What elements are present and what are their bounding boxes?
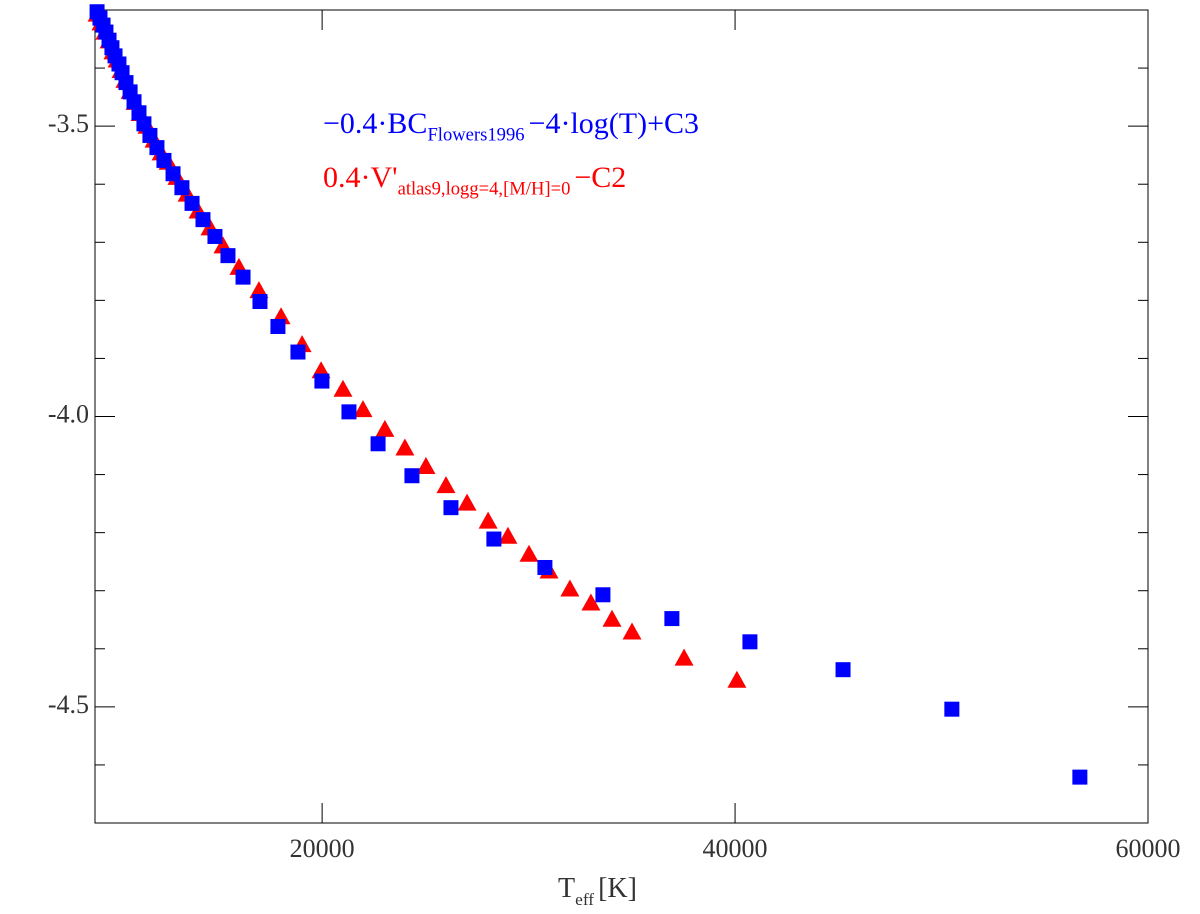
label: Teff [K] [558, 873, 637, 908]
y-tick-label: -4.0 [48, 399, 89, 428]
point [249, 281, 269, 299]
point [235, 269, 251, 285]
point [370, 436, 386, 452]
point [457, 493, 477, 511]
label-sub: atlas9,logg=4,[M/H]=0 [398, 179, 571, 200]
point [290, 344, 306, 360]
point [595, 587, 611, 603]
point [270, 318, 286, 334]
point [220, 248, 236, 264]
point [498, 526, 518, 544]
point [727, 670, 747, 688]
point [314, 373, 330, 389]
point [149, 140, 165, 156]
y-tick-label: -3.5 [48, 109, 89, 138]
point [602, 609, 622, 627]
label-main: 0.4·V' [323, 161, 398, 194]
point [156, 152, 172, 168]
point [341, 404, 357, 420]
point [742, 634, 758, 650]
label-main: −0.4·BC [323, 107, 427, 140]
point [622, 622, 642, 640]
point [395, 438, 415, 456]
label-main: T [558, 873, 575, 904]
point [375, 419, 395, 437]
label: −0.4·BCFlowers1996 −4·log(T)+C3 [323, 107, 699, 146]
point [136, 116, 152, 132]
point [519, 544, 539, 562]
point [252, 294, 268, 310]
x-tick-label: 60000 [1116, 834, 1181, 863]
point [174, 180, 190, 196]
point [1072, 769, 1088, 785]
label-sub: Flowers1996 [427, 125, 524, 146]
point [560, 579, 580, 597]
point [835, 662, 851, 678]
point [478, 511, 498, 529]
point [184, 195, 200, 211]
point [443, 500, 459, 516]
label-post: −C2 [574, 161, 626, 194]
point [165, 166, 181, 182]
point [944, 701, 960, 717]
point [404, 468, 420, 484]
label-sub: eff [575, 890, 594, 909]
point [674, 648, 694, 666]
point [195, 212, 211, 228]
y-tick-label: -4.5 [48, 690, 89, 719]
point [537, 559, 553, 575]
label-post: −4·log(T)+C3 [529, 107, 699, 140]
point [486, 531, 502, 547]
label: 0.4·V'atlas9,logg=4,[M/H]=0 −C2 [323, 161, 626, 200]
point [664, 611, 680, 627]
point [207, 228, 223, 244]
x-tick-label: 40000 [703, 834, 768, 863]
label-post: [K] [598, 873, 637, 904]
point [142, 127, 158, 143]
point [333, 379, 353, 397]
point [436, 476, 456, 494]
x-tick-label: 20000 [290, 834, 355, 863]
point [581, 593, 601, 611]
point [416, 457, 436, 475]
point [353, 400, 373, 418]
